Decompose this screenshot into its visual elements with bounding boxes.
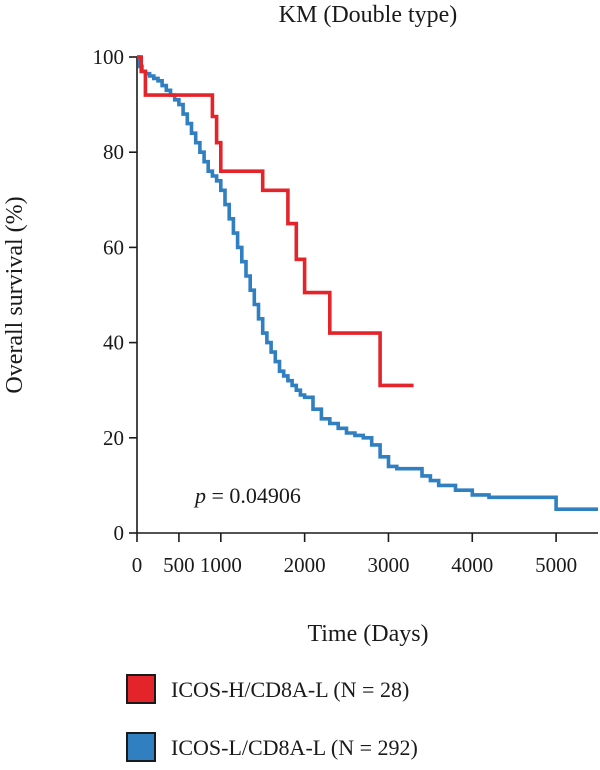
legend-label: ICOS-H/CD8A-L (N = 28) [171,677,409,702]
x-tick-label: 1000 [200,553,242,577]
legend-swatch [126,674,156,704]
y-tick-label: 100 [93,45,125,69]
p-symbol: p [193,483,206,508]
survival-curve-2 [137,55,598,511]
survival-curve-1 [137,55,414,388]
legend-swatch [126,732,156,762]
legend-label: ICOS-L/CD8A-L (N = 292) [171,735,418,760]
x-tick-label: 2000 [284,553,326,577]
x-tick-label: 3000 [367,553,409,577]
survival-curves [137,55,598,511]
y-tick-label: 60 [103,235,124,259]
y-axis-label: Overall survival (%) [2,196,28,393]
y-tick-label: 40 [103,331,124,355]
x-axis-label: Time (Days) [307,621,428,647]
chart-title: KM (Double type) [279,2,458,28]
x-tick-label: 4000 [451,553,493,577]
y-tick-label: 80 [103,140,124,164]
p-value-annotation: p = 0.04906 [193,483,301,508]
legend: ICOS-H/CD8A-L (N = 28) ICOS-L/CD8A-L (N =… [126,674,418,762]
x-tick-label: 5000 [535,553,577,577]
p-value: = 0.04906 [206,483,301,508]
x-tick-label: 500 [163,553,195,577]
x-tick-label: 0 [132,553,143,577]
y-tick-label: 20 [103,426,124,450]
y-tick-label: 0 [114,521,125,545]
